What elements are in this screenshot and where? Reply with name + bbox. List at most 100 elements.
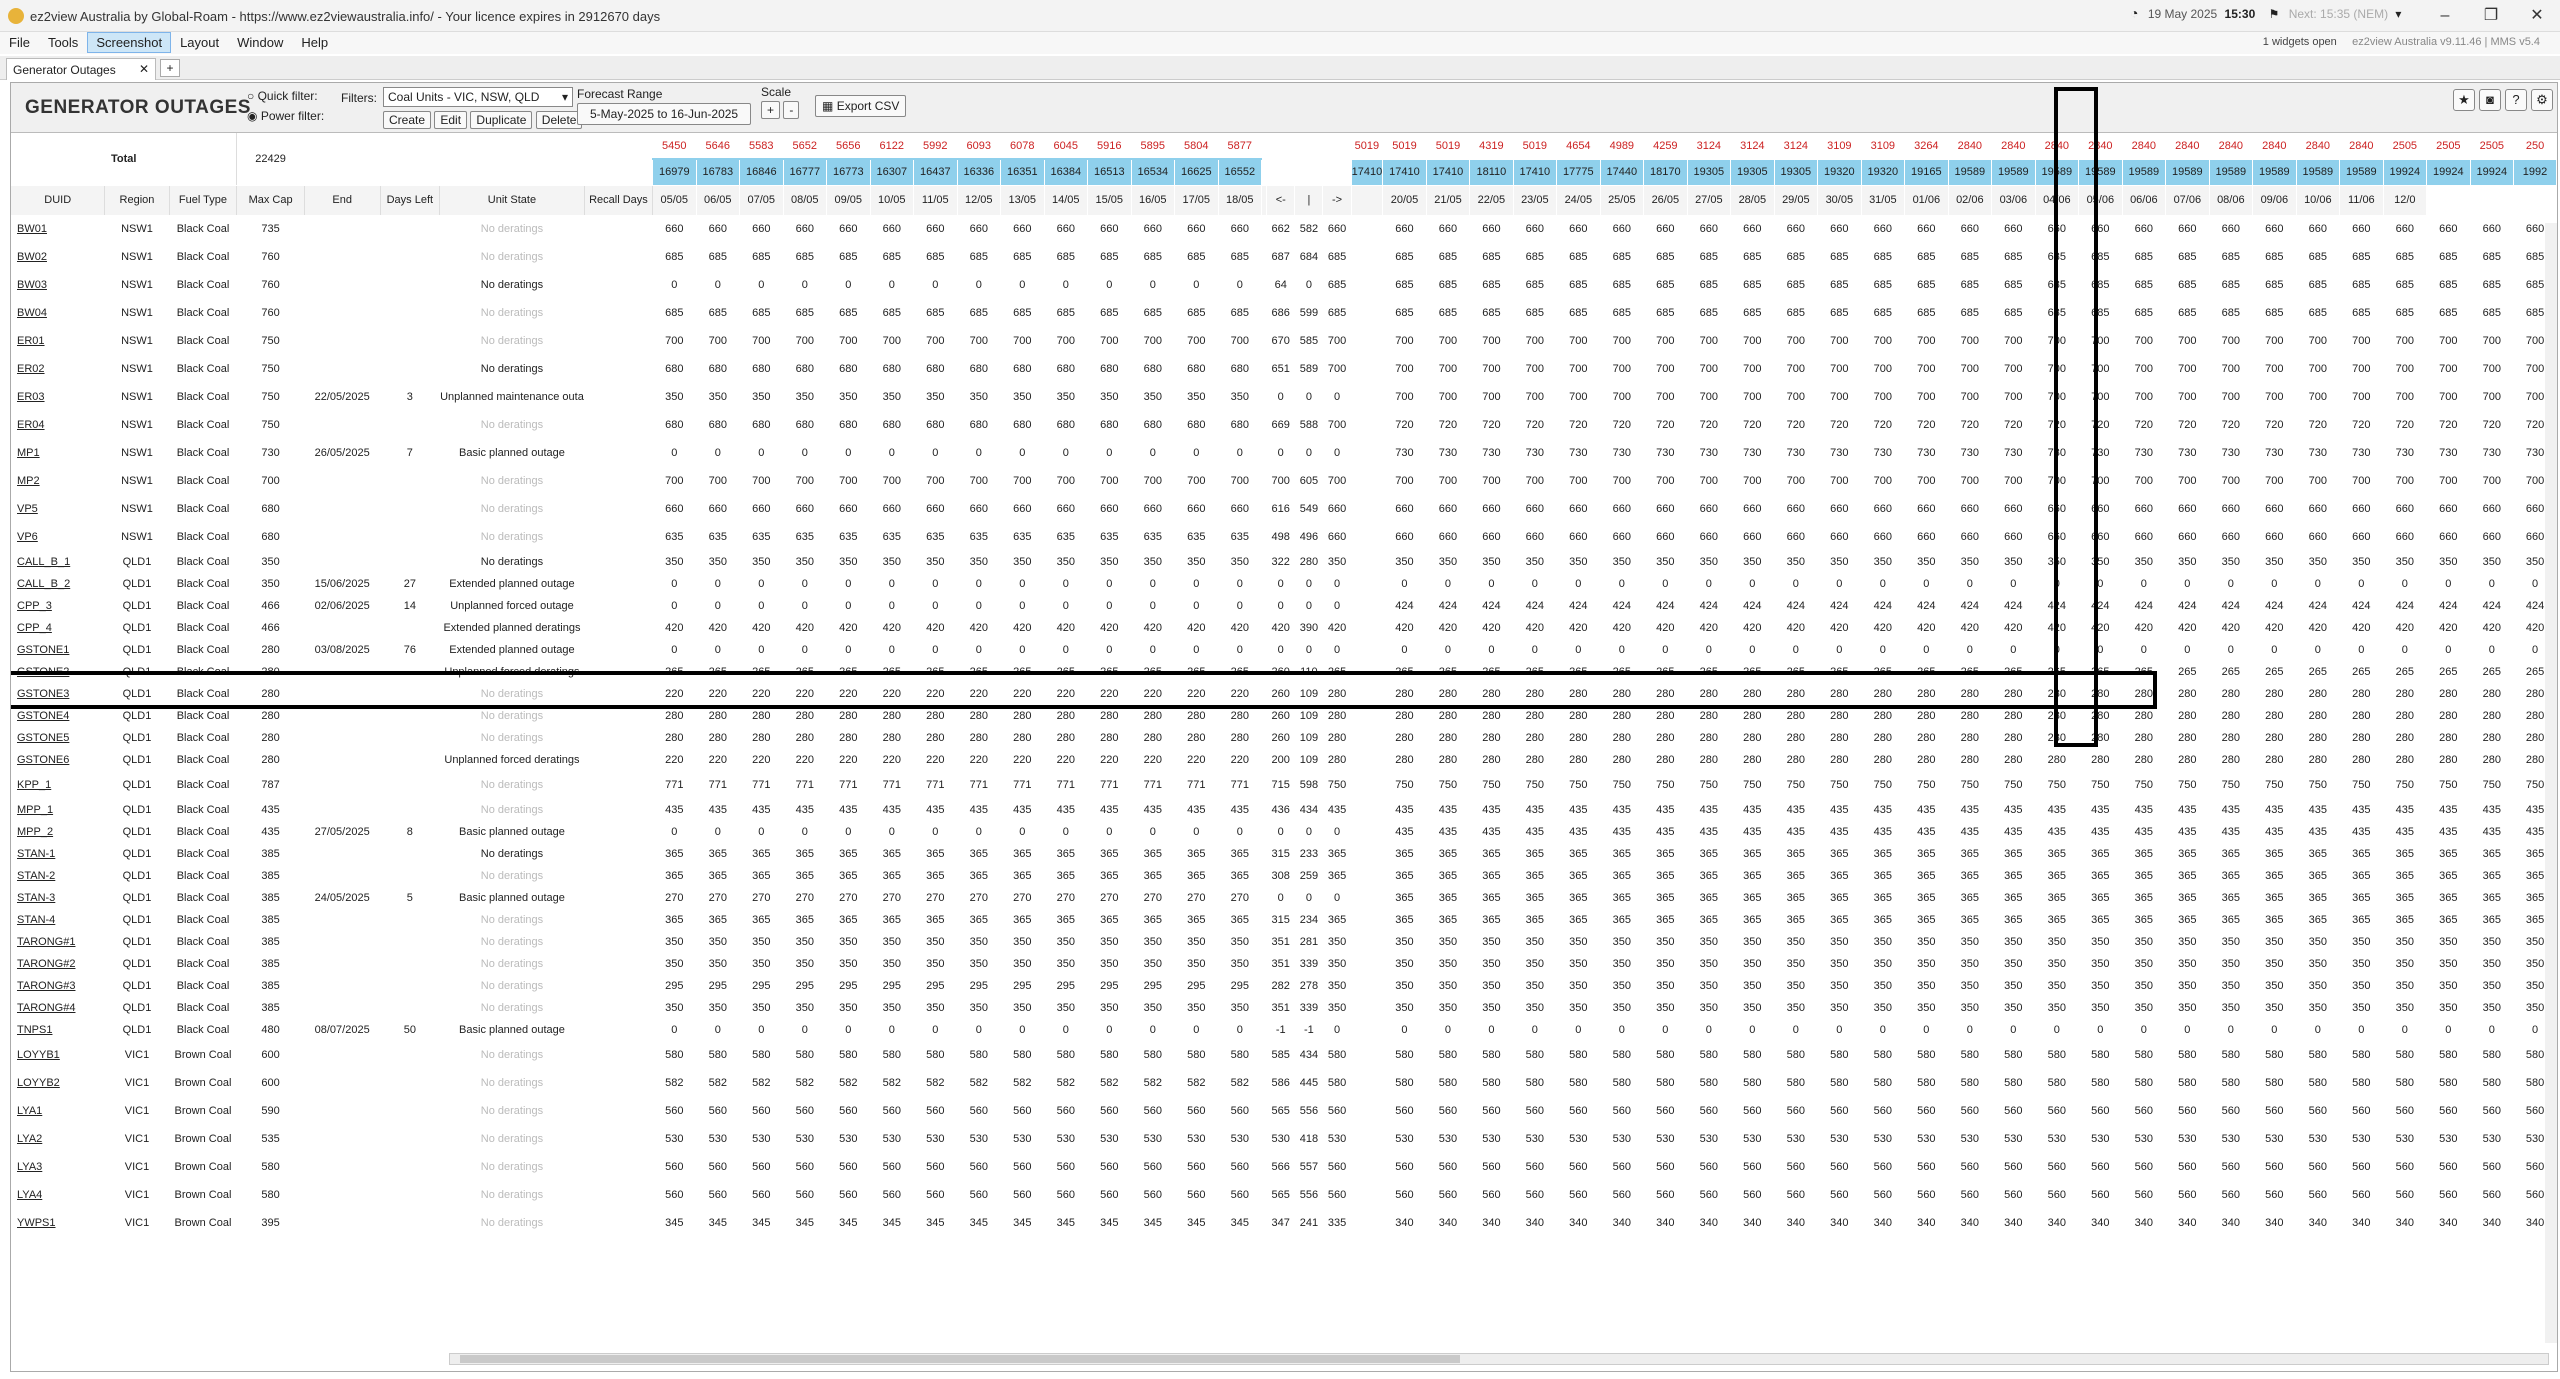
unit-row[interactable]: LOYYB1 VIC1 Brown Coal 600 No deratings 580 58…: [11, 1041, 2557, 1070]
date-header[interactable]: 08/05: [783, 185, 828, 216]
column-header[interactable]: Fuel Type: [169, 185, 238, 216]
help-icon[interactable]: ?: [2505, 89, 2527, 111]
unit-row[interactable]: STAN-1 QLD1 Black Coal 385 No deratings 365 36…: [11, 843, 2557, 866]
unit-row[interactable]: ER01 NSW1 Black Coal 750 No deratings 700 700 7…: [11, 327, 2557, 356]
unit-row[interactable]: MPP_1 QLD1 Black Coal 435 No deratings 435 435…: [11, 799, 2557, 822]
date-header[interactable]: 16/05: [1131, 185, 1176, 216]
add-tab-button[interactable]: +: [160, 59, 180, 77]
date-header[interactable]: 09/05: [826, 185, 871, 216]
column-header[interactable]: Days Left: [380, 185, 441, 216]
date-header[interactable]: 07/06: [2165, 185, 2210, 216]
unit-row[interactable]: VP6 NSW1 Black Coal 680 No deratings 635 635 63…: [11, 523, 2557, 552]
date-header[interactable]: 03/06: [1991, 185, 2036, 216]
unit-row[interactable]: LYA2 VIC1 Brown Coal 535 No deratings 530 530 5…: [11, 1125, 2557, 1154]
menu-help[interactable]: Help: [301, 35, 329, 50]
horizontal-scrollbar[interactable]: [449, 1353, 2549, 1365]
column-header[interactable]: DUID: [11, 185, 106, 216]
filter-select[interactable]: Coal Units - VIC, NSW, QLD ▾: [383, 87, 573, 107]
unit-row[interactable]: BW01 NSW1 Black Coal 735 No deratings 660 660 6…: [11, 215, 2557, 244]
date-header[interactable]: 05/06: [2078, 185, 2123, 216]
unit-row[interactable]: LYA1 VIC1 Brown Coal 590 No deratings 560 560 5…: [11, 1097, 2557, 1126]
unit-row[interactable]: TARONG#2 QLD1 Black Coal 385 No deratings 350…: [11, 953, 2557, 976]
unit-row[interactable]: BW03 NSW1 Black Coal 760 No deratings 0 0 0 0 0 0 0…: [11, 271, 2557, 300]
unit-row[interactable]: BW02 NSW1 Black Coal 760 No deratings 685 685 6…: [11, 243, 2557, 272]
menu-layout[interactable]: Layout: [180, 35, 220, 50]
date-header[interactable]: 10/05: [870, 185, 915, 216]
date-header[interactable]: 17/05: [1174, 185, 1219, 216]
unit-row[interactable]: STAN-3 QLD1 Black Coal 385 24/05/2025 5 Basic …: [11, 887, 2557, 910]
column-header[interactable]: Unit State: [439, 185, 585, 216]
date-header[interactable]: 13/05: [1000, 185, 1045, 216]
column-header[interactable]: Recall Days: [584, 185, 654, 216]
scale-minus-button[interactable]: -: [783, 101, 800, 119]
date-header[interactable]: 30/05: [1817, 185, 1862, 216]
date-header[interactable]: 12/0: [2383, 185, 2428, 216]
unit-row[interactable]: MP2 NSW1 Black Coal 700 No deratings 700 700 70…: [11, 467, 2557, 496]
dropdown-chevron-icon[interactable]: ▾: [2395, 7, 2402, 21]
unit-row[interactable]: BW04 NSW1 Black Coal 760 No deratings 685 685 6…: [11, 299, 2557, 328]
star-icon[interactable]: ★: [2453, 89, 2475, 111]
unit-row[interactable]: LOYYB2 VIC1 Brown Coal 600 No deratings 582 58…: [11, 1069, 2557, 1098]
edit-button[interactable]: Edit: [434, 111, 468, 129]
unit-row[interactable]: TARONG#4 QLD1 Black Coal 385 No deratings 350…: [11, 997, 2557, 1020]
unit-row[interactable]: STAN-4 QLD1 Black Coal 385 No deratings 365 36…: [11, 909, 2557, 932]
date-header[interactable]: 12/05: [957, 185, 1002, 216]
date-header[interactable]: 08/06: [2209, 185, 2254, 216]
power-filter-radio[interactable]: ◉ Power filter:: [247, 109, 325, 123]
unit-row[interactable]: GSTONE3 QLD1 Black Coal 280 No deratings 220 2…: [11, 683, 2557, 706]
create-button[interactable]: Create: [383, 111, 432, 129]
camera-icon[interactable]: ◙: [2479, 89, 2501, 111]
date-header[interactable]: 22/05: [1469, 185, 1514, 216]
date-header[interactable]: 21/05: [1426, 185, 1471, 216]
unit-row[interactable]: TNPS1 QLD1 Black Coal 480 08/07/2025 50 Basic …: [11, 1019, 2557, 1042]
unit-row[interactable]: ER02 NSW1 Black Coal 750 No deratings 680 680 6…: [11, 355, 2557, 384]
close-tab-icon[interactable]: ✕: [138, 62, 149, 76]
unit-row[interactable]: GSTONE5 QLD1 Black Coal 280 No deratings 280 2…: [11, 727, 2557, 750]
unit-row[interactable]: CPP_4 QLD1 Black Coal 466 Extended planned d…: [11, 617, 2557, 640]
unit-row[interactable]: CPP_3 QLD1 Black Coal 466 02/06/2025 14 Unplan…: [11, 595, 2557, 618]
unit-row[interactable]: MPP_2 QLD1 Black Coal 435 27/05/2025 8 Basic p…: [11, 821, 2557, 844]
date-header[interactable]: 15/05: [1087, 185, 1132, 216]
date-header[interactable]: 18/05: [1218, 185, 1263, 216]
date-header[interactable]: 10/06: [2296, 185, 2341, 216]
menu-window[interactable]: Window: [237, 35, 284, 50]
unit-row[interactable]: LYA3 VIC1 Brown Coal 580 No deratings 560 560 5…: [11, 1153, 2557, 1182]
delete-button[interactable]: Delete: [535, 111, 583, 129]
settings-icon[interactable]: ⚙: [2531, 89, 2553, 111]
scale-plus-button[interactable]: +: [761, 101, 781, 119]
unit-row[interactable]: VP5 NSW1 Black Coal 680 No deratings 660 660 66…: [11, 495, 2557, 524]
unit-row[interactable]: LYA4 VIC1 Brown Coal 580 No deratings 560 560 5…: [11, 1181, 2557, 1210]
unit-row[interactable]: GSTONE1 QLD1 Black Coal 280 03/08/2025 76 Exte…: [11, 639, 2557, 662]
menu-file[interactable]: File: [9, 35, 30, 50]
tab-generator-outages[interactable]: Generator Outages ✕: [6, 58, 156, 80]
unit-row[interactable]: GSTONE6 QLD1 Black Coal 280 Unplanned forced…: [11, 749, 2557, 772]
unit-row[interactable]: ER04 NSW1 Black Coal 750 No deratings 680 680 6…: [11, 411, 2557, 440]
unit-row[interactable]: YWPS1 VIC1 Brown Coal 395 No deratings 345 345…: [11, 1209, 2557, 1238]
quick-filter-radio[interactable]: ○ Quick filter:: [247, 89, 318, 103]
date-header[interactable]: 27/05: [1687, 185, 1732, 216]
column-header[interactable]: End: [304, 185, 381, 216]
date-header[interactable]: 14/05: [1044, 185, 1089, 216]
date-header[interactable]: 09/06: [2252, 185, 2297, 216]
date-header[interactable]: 01/06: [1904, 185, 1949, 216]
forecast-range-button[interactable]: 5-May-2025 to 16-Jun-2025: [577, 103, 752, 125]
unit-row[interactable]: TARONG#3 QLD1 Black Coal 385 No deratings 295…: [11, 975, 2557, 998]
column-header[interactable]: Max Cap: [236, 185, 305, 216]
date-header[interactable]: 07/05: [739, 185, 784, 216]
date-header[interactable]: 06/05: [696, 185, 741, 216]
date-header[interactable]: 05/05: [652, 185, 697, 216]
date-header[interactable]: 11/05: [913, 185, 958, 216]
date-header[interactable]: 23/05: [1513, 185, 1558, 216]
unit-row[interactable]: STAN-2 QLD1 Black Coal 385 No deratings 365 36…: [11, 865, 2557, 888]
duplicate-button[interactable]: Duplicate: [470, 111, 533, 129]
date-header[interactable]: 29/05: [1774, 185, 1819, 216]
date-header[interactable]: 06/06: [2122, 185, 2167, 216]
menu-tools[interactable]: Tools: [47, 35, 79, 50]
date-header[interactable]: 31/05: [1861, 185, 1906, 216]
date-header[interactable]: 26/05: [1643, 185, 1688, 216]
date-header[interactable]: 20/05: [1382, 185, 1427, 216]
unit-row[interactable]: TARONG#1 QLD1 Black Coal 385 No deratings 350…: [11, 931, 2557, 954]
vertical-scrollbar[interactable]: [2545, 223, 2557, 1343]
close-button[interactable]: ✕: [2530, 7, 2544, 24]
export-csv-button[interactable]: ▦ Export CSV: [815, 95, 907, 117]
